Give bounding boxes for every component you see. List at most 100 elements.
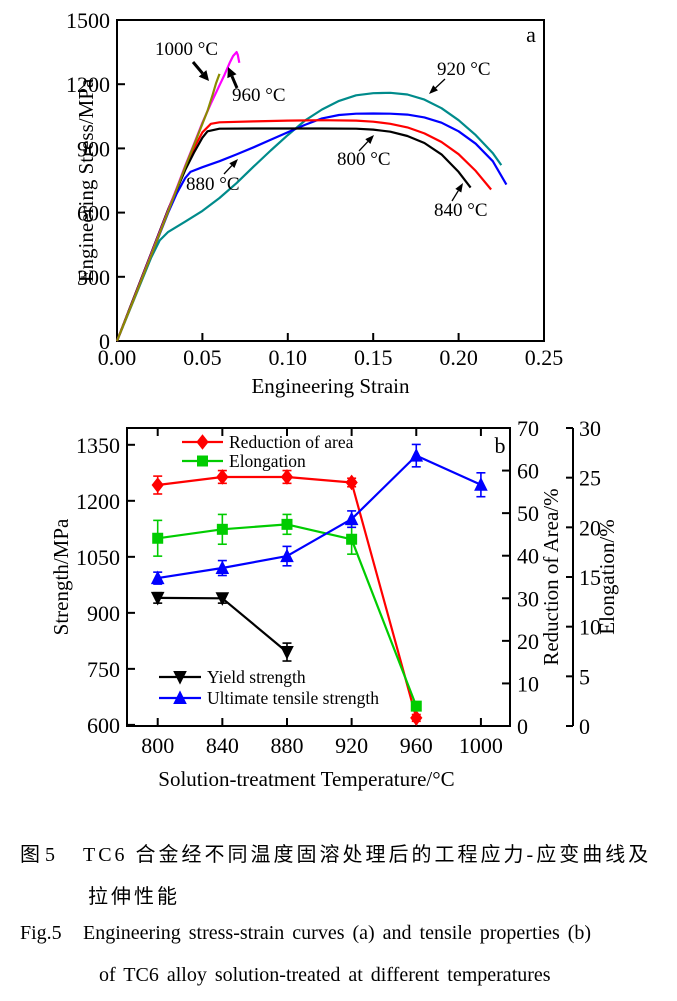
plot-frame-b <box>126 427 511 727</box>
elongation-axis-title: Elongation/% <box>595 519 619 634</box>
legend-label: Yield strength <box>207 667 306 687</box>
curve-label: 880 °C <box>186 174 240 195</box>
elongation-tick-label: 10 <box>579 615 601 640</box>
curve-label-arrow <box>191 61 209 81</box>
panel-label-a: a <box>526 22 536 47</box>
square-marker <box>410 700 422 712</box>
series-reduction-of-area <box>151 469 423 726</box>
series-ultimate-tensile-strength <box>150 443 488 585</box>
triangle-up-marker <box>173 690 187 704</box>
roa-tick-label: 70 <box>517 416 539 441</box>
x-tick-label-a: 0.20 <box>439 345 478 370</box>
legend-reduction-of-area: Reduction of area <box>182 432 354 452</box>
y-tick-label-a: 600 <box>77 201 110 226</box>
tensile-properties-chart: 800 840 880 920 960 1000600750900105012001350… <box>49 416 619 791</box>
x-tick-label-b: 880 <box>270 733 303 758</box>
axes-b: 800 840 880 920 960 1000600750900105012001350… <box>49 416 619 791</box>
y-tick-label-a: 300 <box>77 265 110 290</box>
curve-800C <box>115 127 472 342</box>
diamond-marker <box>216 469 229 485</box>
caption-en-figno: Fig.5 <box>20 922 62 944</box>
curve-label-arrow <box>223 159 238 175</box>
x-tick-label-a: 0.00 <box>98 345 137 370</box>
roa-tick-label: 50 <box>517 501 539 526</box>
triangle-up-marker <box>409 448 424 462</box>
x-tick-label-a: 0.10 <box>269 345 308 370</box>
curve-label-arrow <box>429 78 446 94</box>
left-tick-label: 1200 <box>76 489 120 514</box>
left-tick-label: 900 <box>87 601 120 626</box>
legend-label: Ultimate tensile strength <box>207 688 379 708</box>
triangle-up-marker <box>280 548 294 563</box>
series-yield-strength <box>150 591 294 662</box>
square-marker <box>216 523 228 535</box>
diamond-marker <box>410 710 423 726</box>
y-tick-label-a: 1200 <box>66 72 110 97</box>
x-tick-label-a: 0.15 <box>354 345 393 370</box>
legend-yield-strength: Yield strength <box>159 667 306 687</box>
curve-label: 920 °C <box>437 59 491 80</box>
y-tick-label-a: 1500 <box>66 8 110 33</box>
x-tick-label-a: 0.25 <box>525 345 564 370</box>
x-tick-label-b: 960 <box>400 733 433 758</box>
roa-tick-label: 10 <box>517 671 539 696</box>
legend-label: Elongation <box>229 451 306 471</box>
elongation-tick-label: 15 <box>579 565 601 590</box>
roa-tick-label: 0 <box>517 714 528 739</box>
elongation-tick-label: 30 <box>579 416 601 441</box>
curve-label: 960 °C <box>232 85 286 106</box>
x-tick-label-b: 1000 <box>459 733 503 758</box>
roa-tick-label: 30 <box>517 586 539 611</box>
legend-label: Reduction of area <box>229 432 354 452</box>
triangle-down-marker <box>150 591 165 606</box>
square-marker <box>346 533 358 545</box>
diamond-marker <box>196 434 209 450</box>
x-tick-label-b: 920 <box>335 733 368 758</box>
roa-axis-title: Reduction of Area/% <box>539 488 563 665</box>
triangle-up-marker <box>474 477 488 491</box>
curve-label-arrow <box>227 67 239 89</box>
y-tick-label-a: 900 <box>77 136 110 161</box>
elongation-tick-label: 20 <box>579 515 601 540</box>
curve-840C <box>115 119 492 342</box>
x-tick-label-a: 0.05 <box>183 345 222 370</box>
caption-en-line2: of TC6 alloy solution-treated at differe… <box>99 964 665 992</box>
triangle-down-marker <box>280 646 294 660</box>
x-axis-title-b: Solution-treatment Temperature/°C <box>158 767 454 791</box>
left-tick-label: 1050 <box>76 545 120 570</box>
caption-zh-text2: 拉伸性能 <box>88 886 180 908</box>
caption-en-line1: Fig.5 Engineering stress-strain curves (… <box>20 922 665 950</box>
plot-frame-a <box>116 19 545 342</box>
roa-tick-label: 40 <box>517 544 539 569</box>
left-tick-label: 750 <box>87 657 120 682</box>
x-axis-title-a: Engineering Strain <box>251 374 410 398</box>
y-axis-title-a: Engineering Stress/MPa <box>74 78 98 282</box>
left-tick-label: 1350 <box>76 433 120 458</box>
curve-1000C <box>115 73 221 342</box>
elongation-tick-label: 25 <box>579 466 601 491</box>
figure-caption: 图 5 TC6 合金经不同温度固溶处理后的工程应力-应变曲线及 拉伸性能 Fig… <box>20 838 665 1001</box>
roa-tick-label: 20 <box>517 629 539 654</box>
roa-tick-label: 60 <box>517 459 539 484</box>
legend-ultimate-tensile-strength: Ultimate tensile strength <box>159 688 379 708</box>
curve-label-arrow <box>451 183 463 202</box>
y-tick-label-a: 0 <box>99 329 110 354</box>
elongation-tick-label: 0 <box>579 714 590 739</box>
legend-elongation: Elongation <box>182 451 306 471</box>
axes-a: 0.00 0.05 0.10 0.15 0.20 0.25 0 300 600 900 1200 15… <box>66 8 563 398</box>
caption-en-text2: of TC6 alloy solution-treated at differe… <box>99 964 551 986</box>
left-tick-label: 600 <box>87 713 120 738</box>
x-tick-label-b: 840 <box>206 733 239 758</box>
square-marker <box>197 455 208 467</box>
square-marker <box>152 532 164 544</box>
diamond-marker <box>345 474 358 491</box>
caption-zh-line1: 图 5 TC6 合金经不同温度固溶处理后的工程应力-应变曲线及 <box>20 838 665 866</box>
curve-label: 840 °C <box>434 200 488 221</box>
left-axis-title: Strength/MPa <box>49 518 73 635</box>
triangle-up-marker <box>215 560 230 575</box>
elongation-tick-label: 5 <box>579 664 590 689</box>
caption-zh-text1: TC6 合金经不同温度固溶处理后的工程应力-应变曲线及 <box>83 844 652 866</box>
caption-zh-line2: 拉伸性能 <box>88 880 665 908</box>
square-marker <box>281 518 293 530</box>
